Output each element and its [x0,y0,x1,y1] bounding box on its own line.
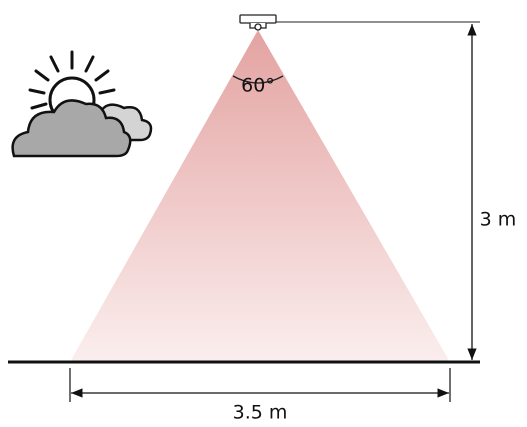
angle-arc [232,75,284,84]
weather-icon [11,50,153,158]
sensor [239,14,277,31]
height-label: 3 m [480,209,517,231]
width-label: 3.5 m [233,402,288,424]
angle-label: 60° [241,75,275,97]
detection-cone [70,30,450,362]
